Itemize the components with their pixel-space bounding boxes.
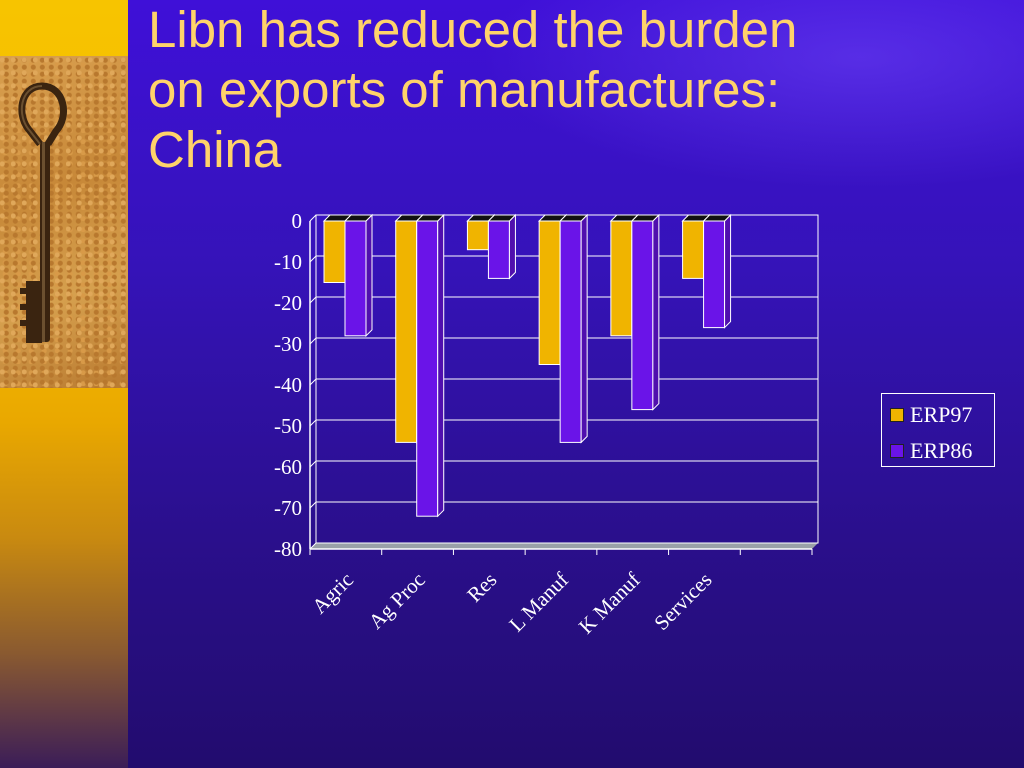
legend-swatch-erp97 — [890, 408, 904, 422]
bar-erp86 — [559, 220, 582, 443]
gridline-side — [309, 460, 317, 468]
legend-item-erp86: ERP86 — [890, 438, 972, 464]
y-tick-label: -60 — [274, 455, 302, 479]
bar-erp86 — [631, 220, 654, 411]
bar-erp86 — [487, 220, 510, 279]
bar-side-erp86 — [437, 213, 445, 518]
legend-item-erp97: ERP97 — [890, 402, 972, 428]
bar-erp97 — [682, 220, 705, 279]
y-tick-label: -20 — [274, 291, 302, 315]
legend-swatch-erp86 — [890, 444, 904, 458]
chart-legend: ERP97 ERP86 — [881, 393, 995, 467]
y-tick-label: -10 — [274, 250, 302, 274]
title-line-3: China — [148, 121, 282, 178]
x-category-label: Agric — [307, 568, 358, 619]
gridline-side — [309, 501, 317, 509]
bar-erp86 — [416, 220, 439, 517]
legend-label-erp86: ERP86 — [910, 438, 973, 463]
y-tick-label: -30 — [274, 332, 302, 356]
key-photo — [0, 56, 128, 388]
bar-side-erp86 — [580, 213, 588, 444]
gridline-side — [309, 542, 317, 550]
gridline-side — [309, 214, 317, 222]
x-category-label: Ag Proc — [364, 568, 430, 634]
bar-erp86 — [703, 220, 726, 329]
background-glow — [480, 0, 1024, 190]
bar-side-erp86 — [724, 213, 732, 329]
y-tick-label: -80 — [274, 537, 302, 561]
legend-label-erp97: ERP97 — [910, 402, 973, 427]
gridline-side — [309, 378, 317, 386]
gridline-side — [309, 296, 317, 304]
bar-top-erp86 — [630, 214, 661, 222]
bar-erp97 — [395, 220, 418, 443]
gridline-side — [309, 337, 317, 345]
slide-title: Libn has reduced the burden on exports o… — [148, 0, 1008, 180]
antique-key-icon — [18, 82, 67, 343]
x-category-label: K Manuf — [574, 568, 645, 639]
bar-top-erp86 — [702, 214, 732, 222]
gridline-side — [309, 255, 317, 263]
bar-top-erp86 — [558, 214, 589, 222]
bar-erp97 — [323, 220, 346, 283]
gridline-side — [309, 419, 317, 427]
bar-erp97 — [538, 220, 561, 365]
bar-erp86 — [344, 220, 367, 337]
bar-top-erp86 — [343, 214, 374, 222]
title-line-1: Libn has reduced the burden — [148, 1, 798, 58]
x-category-label: Services — [649, 568, 716, 635]
x-category-label: L Manuf — [504, 568, 573, 637]
bar-side-erp86 — [508, 213, 516, 280]
bar-side-erp86 — [652, 213, 660, 411]
bar-erp97 — [610, 220, 633, 337]
bar-top-erp86 — [487, 214, 517, 222]
y-tick-label: -40 — [274, 373, 302, 397]
chart-floor — [310, 543, 818, 549]
bar-erp97 — [466, 220, 489, 251]
y-tick-label: -50 — [274, 414, 302, 438]
x-category-label: Res — [462, 568, 501, 607]
y-tick-label: -70 — [274, 496, 302, 520]
bar-side-erp86 — [365, 213, 373, 338]
bar-top-erp86 — [415, 214, 445, 222]
title-line-2: on exports of manufactures: — [148, 61, 781, 118]
y-tick-label: 0 — [292, 209, 303, 233]
